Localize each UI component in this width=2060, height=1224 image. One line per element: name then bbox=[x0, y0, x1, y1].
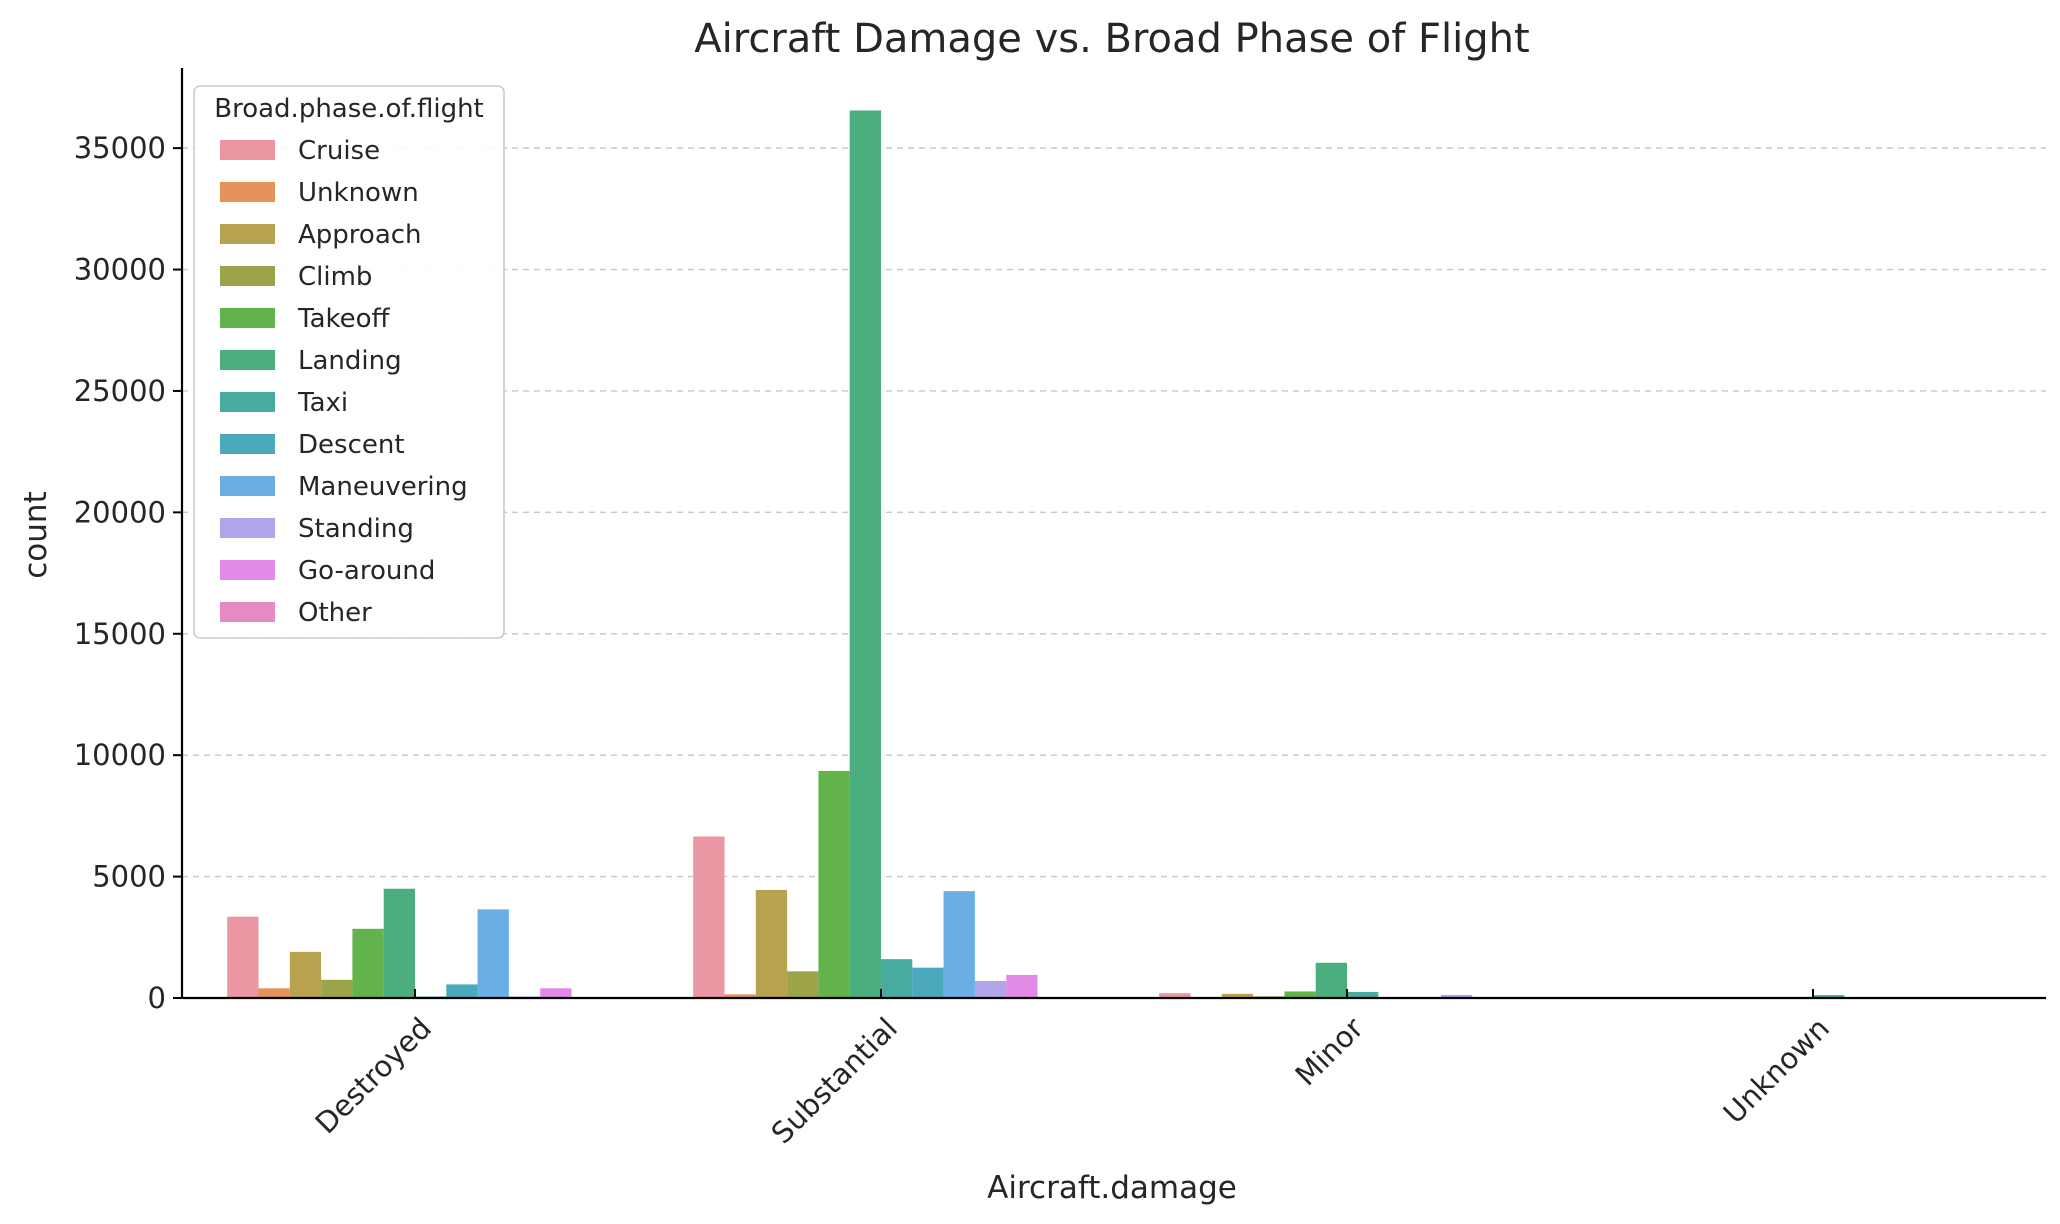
legend-swatch-maneuvering bbox=[220, 476, 275, 496]
legend-swatch-climb bbox=[220, 266, 275, 286]
legend-label-takeoff: Takeoff bbox=[297, 304, 391, 334]
x-tick-label-destroyed: Destroyed bbox=[308, 1011, 437, 1140]
bars bbox=[227, 110, 1845, 999]
legend-swatch-standing bbox=[220, 518, 275, 538]
legend-swatch-approach bbox=[220, 224, 275, 244]
legend: Broad.phase.of.flight Cruise Unknown Appro… bbox=[193, 85, 505, 639]
bar-destroyed-go-around bbox=[540, 988, 572, 998]
legend-label-maneuvering: Maneuvering bbox=[298, 472, 468, 502]
bar-destroyed-maneuvering bbox=[477, 909, 509, 998]
bar-substantial-cruise bbox=[693, 836, 725, 998]
bar-substantial-landing bbox=[849, 110, 881, 999]
y-tick-label-5000: 5000 bbox=[92, 860, 166, 894]
legend-label-standing: Standing bbox=[298, 514, 414, 544]
y-ticks: 0 5000 10000 15000 20000 25000 30000 35000 bbox=[74, 131, 182, 1015]
bar-substantial-go-around bbox=[1006, 974, 1038, 998]
legend-swatch-cruise bbox=[220, 140, 275, 160]
bar-minor-takeoff bbox=[1284, 991, 1316, 998]
y-tick-label-15000: 15000 bbox=[74, 617, 166, 651]
bar-substantial-climb bbox=[787, 971, 819, 998]
legend-swatch-taxi bbox=[220, 392, 275, 412]
legend-label-unknown: Unknown bbox=[298, 178, 419, 208]
y-tick-label-10000: 10000 bbox=[74, 738, 166, 772]
legend-label-other: Other bbox=[298, 598, 372, 628]
legend-items: Cruise Unknown Approach Climb Takeoff Landing… bbox=[220, 136, 468, 628]
bar-substantial-approach bbox=[755, 889, 788, 998]
legend-label-landing: Landing bbox=[298, 346, 402, 376]
axes bbox=[180, 68, 2046, 1000]
legend-swatch-other bbox=[220, 602, 275, 622]
x-axis-label: Aircraft.damage bbox=[987, 1170, 1237, 1206]
bar-minor-taxi bbox=[1347, 991, 1379, 998]
legend-label-approach: Approach bbox=[298, 220, 422, 250]
bar-minor-standing bbox=[1440, 994, 1473, 998]
y-axis-label: count bbox=[18, 491, 54, 578]
bar-destroyed-descent bbox=[446, 984, 478, 998]
bar-substantial-maneuvering bbox=[943, 891, 975, 998]
legend-swatch-descent bbox=[220, 434, 275, 454]
y-tick-label-0: 0 bbox=[148, 981, 166, 1015]
x-ticks: Destroyed Substantial Minor Unknown bbox=[308, 989, 1836, 1150]
bar-substantial-unknown bbox=[724, 994, 756, 998]
bar-substantial-standing bbox=[974, 981, 1007, 998]
legend-label-descent: Descent bbox=[298, 430, 405, 460]
x-tick-label-minor: Minor bbox=[1289, 1011, 1370, 1092]
x-tick-label-unknown: Unknown bbox=[1717, 1011, 1836, 1130]
y-tick-label-35000: 35000 bbox=[74, 131, 166, 165]
bar-destroyed-landing bbox=[383, 888, 415, 998]
bar-substantial-descent bbox=[912, 967, 944, 998]
legend-swatch-takeoff bbox=[220, 308, 275, 328]
legend-label-go-around: Go-around bbox=[298, 556, 435, 586]
legend-swatch-landing bbox=[220, 350, 275, 370]
bar-substantial-taxi bbox=[881, 959, 913, 998]
bar-destroyed-takeoff bbox=[352, 928, 384, 998]
chart-title: Aircraft Damage vs. Broad Phase of Fligh… bbox=[694, 16, 1529, 62]
bar-minor-approach bbox=[1221, 993, 1254, 998]
y-tick-label-30000: 30000 bbox=[74, 253, 166, 287]
bar-destroyed-approach bbox=[289, 951, 322, 998]
legend-title: Broad.phase.of.flight bbox=[214, 94, 484, 124]
x-tick-label-substantial: Substantial bbox=[765, 1011, 904, 1150]
bar-minor-landing bbox=[1315, 962, 1347, 998]
bar-minor-cruise bbox=[1159, 993, 1191, 998]
bar-unknown-taxi bbox=[1813, 995, 1845, 998]
bar-substantial-takeoff bbox=[818, 770, 850, 998]
y-tick-label-25000: 25000 bbox=[74, 374, 166, 408]
legend-swatch-go-around bbox=[220, 560, 275, 580]
bar-destroyed-cruise bbox=[227, 916, 259, 998]
legend-swatch-unknown bbox=[220, 182, 275, 202]
bar-destroyed-unknown bbox=[258, 988, 290, 998]
y-tick-label-20000: 20000 bbox=[74, 495, 166, 529]
legend-label-cruise: Cruise bbox=[298, 136, 380, 166]
legend-label-climb: Climb bbox=[298, 262, 372, 292]
legend-label-taxi: Taxi bbox=[297, 388, 348, 418]
bar-destroyed-climb bbox=[321, 979, 353, 998]
